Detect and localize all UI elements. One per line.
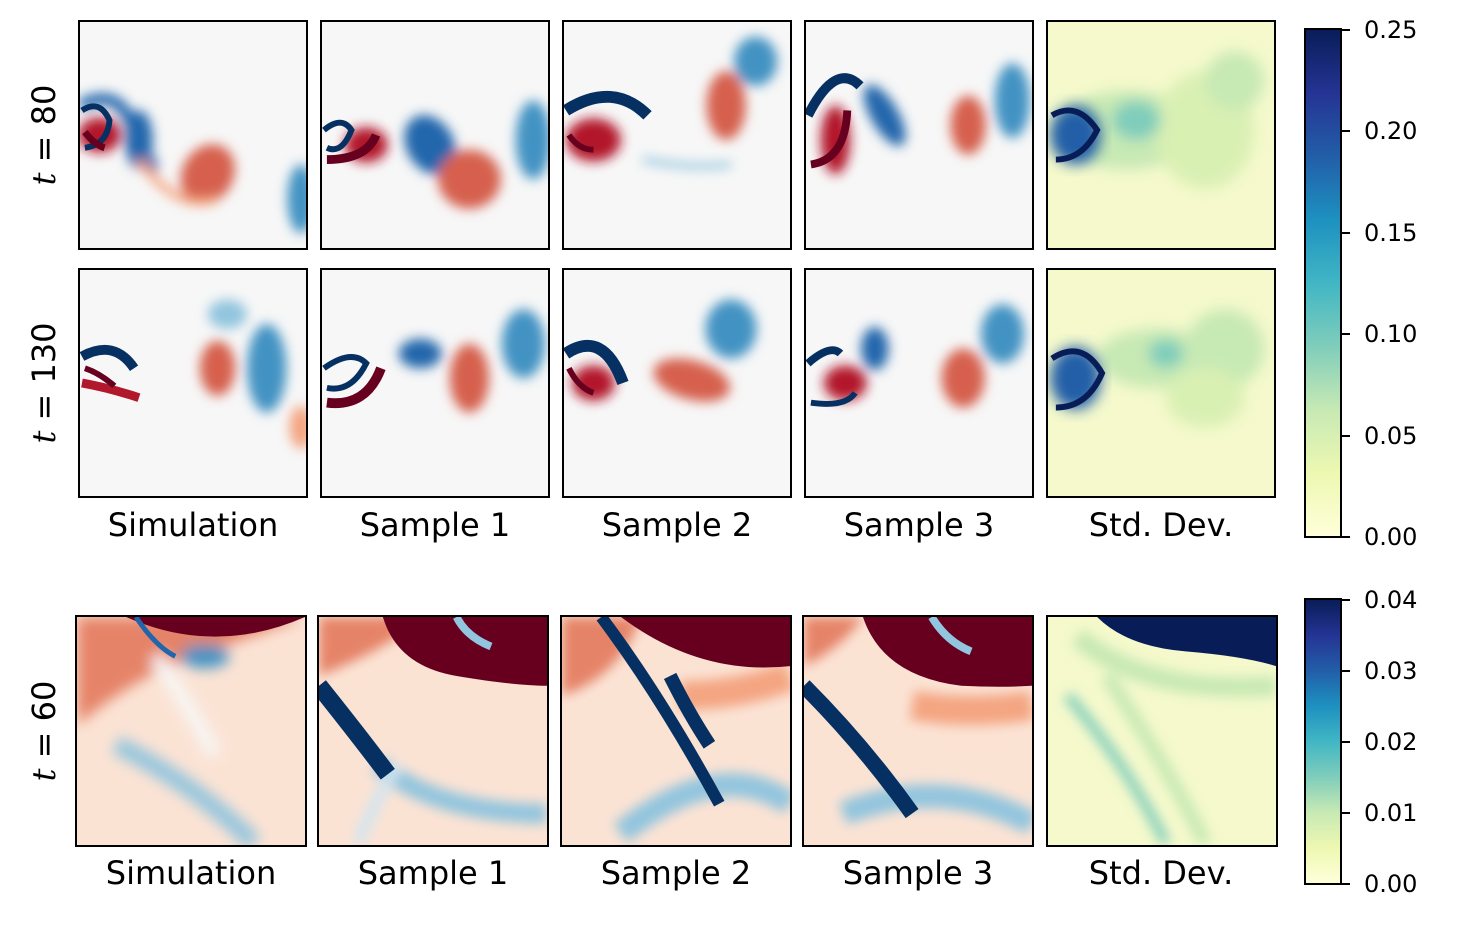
colorbar-top-ticklabel-0: 0.00 (1364, 523, 1418, 551)
colorbar-bottom (1304, 598, 1342, 885)
colorbar-top-tick-3 (1342, 232, 1350, 234)
colorbar-bottom-ticklabel-1: 0.01 (1364, 799, 1418, 827)
heatmap-t130-std-dev (1049, 309, 1265, 428)
row-label-t130: t = 130 (25, 322, 63, 444)
heatmap-t130-simulation (80, 299, 306, 449)
heatmap-panel-t60-std-dev (1046, 615, 1278, 847)
colorbar-bottom-tick-3 (1342, 670, 1350, 672)
heatmap-t60-sample-2 (562, 617, 790, 843)
heatmap-panel-t60-sample-3 (802, 615, 1034, 847)
heatmap-panel-t130-simulation (78, 268, 308, 498)
colorbar-bottom-tick-1 (1342, 812, 1350, 814)
colorbar-bottom-tick-4 (1342, 599, 1350, 601)
col-label-sample-2-bottom: Sample 2 (600, 854, 752, 892)
heatmap-panel-t130-sample-1 (320, 268, 550, 498)
colorbar-bottom-tick-0 (1342, 883, 1350, 885)
colorbar-top-tick-2 (1342, 333, 1350, 335)
heatmap-panel-t80-sample-3 (804, 20, 1034, 250)
colorbar-top-ticklabel-2: 0.10 (1364, 320, 1418, 348)
heatmap-t130-sample-1 (322, 309, 546, 413)
heatmap-panel-t60-simulation (75, 615, 307, 847)
colorbar-top-ticklabel-5: 0.25 (1364, 16, 1418, 44)
colorbar-top (1304, 28, 1342, 538)
colorbar-bottom-ticklabel-0: 0.00 (1364, 870, 1418, 898)
col-label-sample-2: Sample 2 (601, 506, 753, 544)
heatmap-t60-std-dev (1063, 617, 1276, 845)
heatmap-panel-t80-std-dev (1046, 20, 1276, 250)
heatmap-t60-sample-3 (804, 617, 1032, 834)
heatmap-t60-simulation (77, 617, 305, 845)
heatmap-panel-t60-sample-1 (317, 615, 549, 847)
row-label-t60: t = 60 (25, 680, 63, 782)
colorbar-top-tick-0 (1342, 536, 1350, 538)
heatmap-panel-t130-sample-2 (562, 268, 792, 498)
colorbar-bottom-ticklabel-3: 0.03 (1364, 657, 1418, 685)
colorbar-top-ticklabel-3: 0.15 (1364, 219, 1418, 247)
heatmap-t80-sample-2 (564, 36, 778, 170)
heatmap-panel-t80-sample-2 (562, 20, 792, 250)
heatmap-t60-sample-1 (319, 617, 547, 845)
colorbar-top-tick-1 (1342, 435, 1350, 437)
col-label-simulation-bottom: Simulation (105, 854, 277, 892)
colorbar-top-ticklabel-1: 0.05 (1364, 422, 1418, 450)
heatmap-t80-simulation (80, 93, 306, 234)
col-label-sample-3-bottom: Sample 3 (842, 854, 994, 892)
col-label-std-dev-bottom: Std. Dev. (1088, 854, 1234, 892)
heatmap-panel-t80-sample-1 (320, 20, 550, 250)
colorbar-top-tick-4 (1342, 130, 1350, 132)
col-label-std-dev: Std. Dev. (1088, 506, 1234, 544)
colorbar-bottom-ticklabel-4: 0.04 (1364, 586, 1418, 614)
heatmap-t80-sample-3 (806, 63, 1031, 175)
col-label-sample-1: Sample 1 (359, 506, 511, 544)
row-label-t80: t = 80 (25, 84, 63, 186)
heatmap-t130-sample-3 (806, 304, 1025, 408)
heatmap-panel-t80-simulation (78, 20, 308, 250)
heatmap-panel-t130-sample-3 (804, 268, 1034, 498)
colorbar-bottom-tick-2 (1342, 741, 1350, 743)
colorbar-bottom-ticklabel-2: 0.02 (1364, 728, 1418, 756)
col-label-sample-3: Sample 3 (843, 506, 995, 544)
colorbar-top-ticklabel-4: 0.20 (1364, 117, 1418, 145)
colorbar-top-tick-5 (1342, 29, 1350, 31)
heatmap-panel-t130-std-dev (1046, 268, 1276, 498)
heatmap-t80-std-dev (1049, 51, 1265, 190)
heatmap-t130-sample-2 (564, 299, 757, 402)
heatmap-t80-sample-1 (322, 100, 548, 209)
heatmap-panel-t60-sample-2 (560, 615, 792, 847)
col-label-sample-1-bottom: Sample 1 (357, 854, 509, 892)
col-label-simulation: Simulation (107, 506, 279, 544)
